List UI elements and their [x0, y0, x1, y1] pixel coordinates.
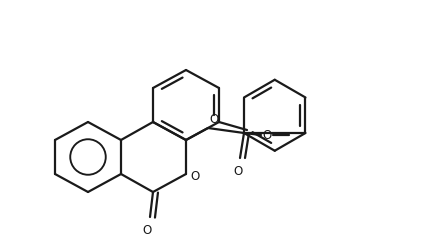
- Text: O: O: [209, 113, 218, 126]
- Text: O: O: [233, 165, 243, 178]
- Text: O: O: [262, 129, 271, 142]
- Text: O: O: [142, 224, 152, 237]
- Text: O: O: [190, 170, 199, 182]
